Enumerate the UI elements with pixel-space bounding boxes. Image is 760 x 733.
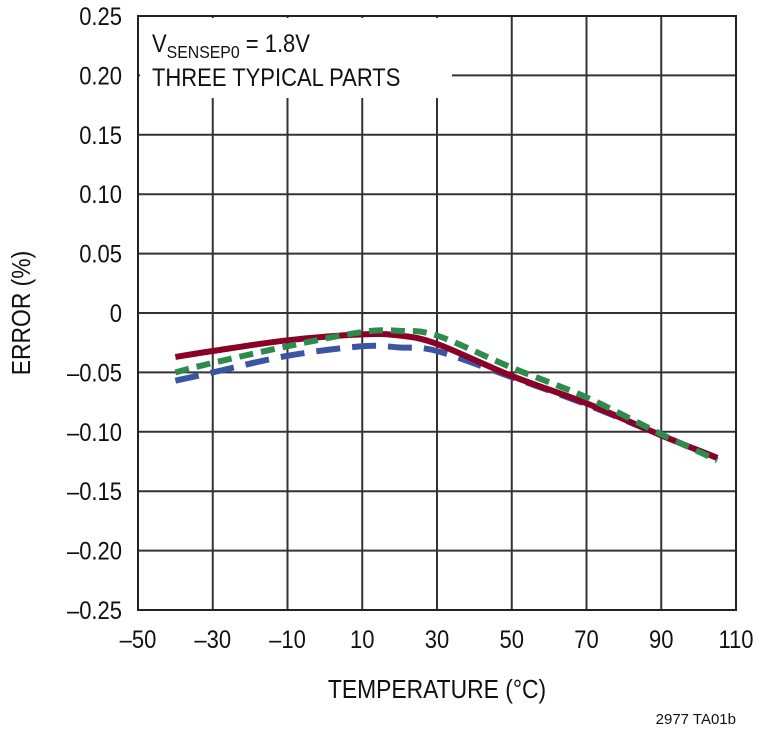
annotation-subscript: SENSEP0 (167, 42, 240, 62)
x-tick-label: 50 (500, 626, 524, 654)
series-line-part-2 (174, 327, 719, 464)
annotation-v: V (152, 30, 167, 58)
y-tick-label: –0.15 (67, 478, 122, 506)
y-tick-label: 0 (110, 300, 122, 328)
x-tick-label: 90 (649, 626, 673, 654)
y-tick-label: –0.05 (67, 359, 122, 387)
y-tick-label: 0.20 (79, 62, 122, 90)
y-tick-label: –0.25 (67, 597, 122, 625)
x-tick-label: 30 (425, 626, 449, 654)
x-tick-labels: –50 –30 –10 10 30 50 70 90 110 (120, 626, 754, 654)
y-tick-label: –0.20 (67, 537, 122, 565)
x-axis-label: TEMPERATURE (°C) (328, 676, 546, 705)
series-group (174, 327, 719, 464)
y-tick-label: 0.05 (79, 240, 122, 268)
series-line-part-1 (174, 330, 719, 461)
grid (137, 15, 737, 611)
y-tick-label: –0.10 (67, 419, 122, 447)
y-tick-labels: 0.25 0.20 0.15 0.10 0.05 0 –0.05 –0.10 –0.15 –0.2… (67, 3, 122, 625)
y-tick-label: 0.15 (79, 122, 122, 150)
x-tick-label: –30 (194, 626, 231, 654)
x-tick-label: –10 (269, 626, 306, 654)
svg-text:VSENSEP0 = 1.8V: VSENSEP0 = 1.8V (152, 30, 310, 63)
footnote: 2977 TA01b (656, 711, 736, 728)
y-tick-label: 0.10 (79, 181, 122, 209)
annotation-box: VSENSEP0 = 1.8V THREE TYPICAL PARTS (140, 18, 452, 98)
y-tick-label: 0.25 (79, 3, 122, 31)
x-tick-label: –50 (120, 626, 157, 654)
annotation-value: = 1.8V (240, 30, 311, 58)
plot-frame (137, 15, 737, 611)
x-tick-label: 110 (718, 626, 753, 654)
y-axis-label: ERROR (%) (8, 251, 37, 375)
x-tick-label: 70 (574, 626, 598, 654)
x-tick-label: 10 (350, 626, 374, 654)
series-line-part-3 (174, 342, 719, 461)
annotation-line2: THREE TYPICAL PARTS (152, 64, 400, 92)
